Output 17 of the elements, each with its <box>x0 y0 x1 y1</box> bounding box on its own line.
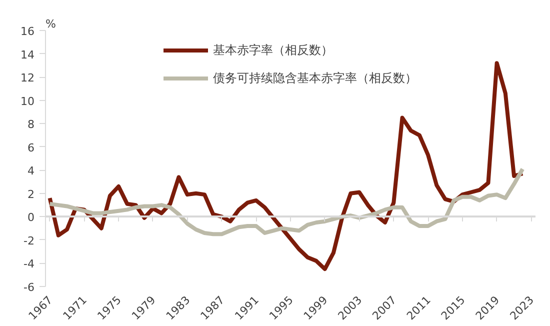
y-axis-title: % <box>46 18 56 30</box>
legend-label: 基本赤字率（相反数） <box>213 42 333 58</box>
line-series <box>48 166 525 236</box>
y-tick-label: -6 <box>24 281 34 294</box>
y-tick-label: 2 <box>28 188 34 201</box>
y-tick-label: 6 <box>28 141 34 154</box>
legend-label: 债务可持续隐含基本赤字率（相反数） <box>213 70 417 86</box>
y-tick-label: -2 <box>24 234 34 248</box>
y-tick-label: 10 <box>20 94 35 108</box>
y-tick-label: 16 <box>20 25 35 38</box>
y-tick-label: 4 <box>28 164 34 178</box>
y-tick-label: 12 <box>20 72 35 85</box>
y-tick-label: 8 <box>28 118 34 132</box>
y-tick-label: -4 <box>24 258 34 271</box>
line-series <box>48 61 525 272</box>
y-tick-label: 0 <box>28 211 34 224</box>
y-tick-label: 14 <box>20 48 35 62</box>
